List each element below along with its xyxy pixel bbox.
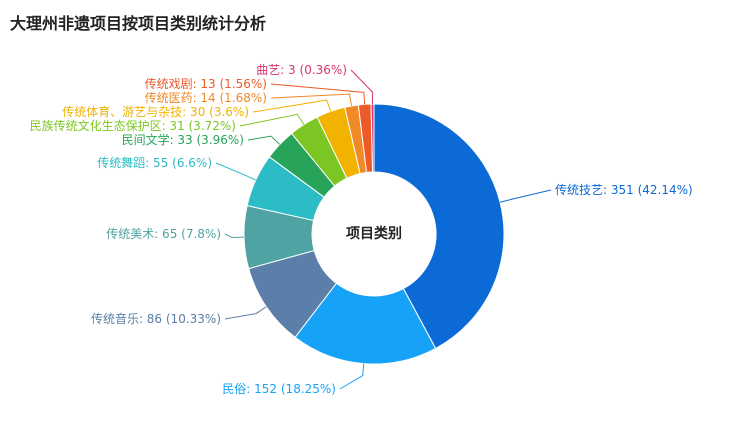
donut-slice[interactable] <box>294 282 437 365</box>
slice-label: 传统戏剧: 13 (1.56%) <box>145 76 267 91</box>
leader-line <box>350 69 374 105</box>
donut-slice[interactable] <box>373 103 505 350</box>
leader-line <box>239 113 305 127</box>
slice-labels-layer: 传统技艺: 351 (42.14%) 民俗: 152 (18.25%) 传统音乐: … <box>30 63 693 396</box>
leader-line <box>270 83 366 105</box>
slice-label: 民间文学: 33 (3.96%) <box>122 132 244 147</box>
slice-label: 民族传统文化生态保护区: 31 (3.72%) <box>30 118 236 133</box>
leader-line <box>252 99 332 113</box>
leader-line <box>270 93 353 107</box>
slice-label: 民俗: 152 (18.25%) <box>222 382 336 396</box>
slices-layer <box>243 103 505 365</box>
slice-label: 传统舞蹈: 55 (6.6%) <box>97 155 212 170</box>
leader-line <box>224 233 245 238</box>
slice-label: 传统医药: 14 (1.68%) <box>145 90 267 105</box>
slice-label: 传统技艺: 351 (42.14%) <box>555 182 693 197</box>
slice-label: 传统美术: 65 (7.8%) <box>106 226 221 241</box>
leader-line <box>247 135 281 145</box>
leader-line <box>499 189 552 203</box>
center-label: 项目类别 <box>346 225 402 242</box>
slice-label: 传统音乐: 86 (10.33%) <box>91 311 221 326</box>
slice-label: 曲艺: 3 (0.36%) <box>256 63 347 77</box>
slice-label: 传统体育、游艺与杂技: 30 (3.6%) <box>62 104 249 119</box>
leader-lines-layer <box>215 69 552 390</box>
leader-line <box>215 162 256 181</box>
donut-slice[interactable] <box>370 103 375 173</box>
chart-title: 大理州非遗项目按项目类别统计分析 <box>10 14 267 33</box>
leader-line <box>224 306 267 320</box>
leader-line <box>339 363 365 390</box>
